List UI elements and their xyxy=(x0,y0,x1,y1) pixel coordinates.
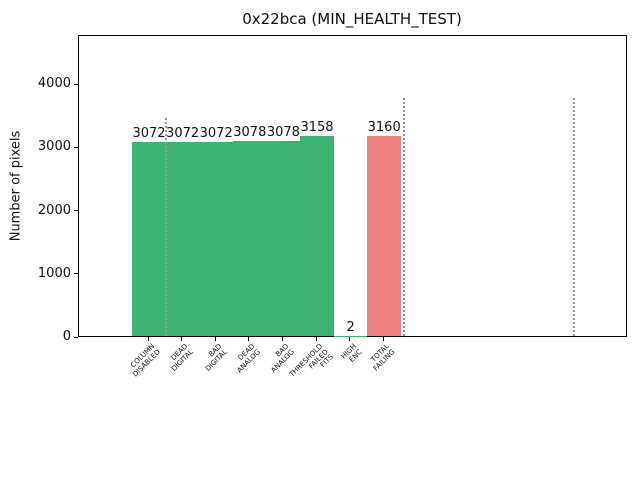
plot-area: 3072 3072 3072 3078 3078 3158 2 3160 xyxy=(78,35,627,337)
bar-value-label: 3160 xyxy=(367,120,401,136)
x-tick-label: TOTAL FAILING xyxy=(369,342,397,373)
y-tick-label: 3000 xyxy=(37,139,71,155)
bar-value-label: 3078 xyxy=(233,125,267,141)
category-separator-line xyxy=(573,98,575,336)
x-tick-label: COLUMN DISABLED xyxy=(128,342,162,379)
bar-value-label: 3078 xyxy=(266,125,300,141)
bar xyxy=(367,136,401,336)
x-tick-mark xyxy=(281,337,283,341)
x-tick-mark xyxy=(214,337,216,341)
y-tick-mark xyxy=(74,83,78,85)
x-tick-label: DEAD ANALOG xyxy=(235,342,263,375)
bar xyxy=(233,141,267,336)
x-tick-label: BAD DIGITAL xyxy=(203,342,229,373)
x-tick-label: THRESHOLD FAILED FITS xyxy=(287,342,335,379)
bar-value-label: 3072 xyxy=(132,125,166,141)
bar xyxy=(300,136,334,336)
x-tick-mark xyxy=(147,337,149,341)
y-tick-mark xyxy=(74,273,78,275)
x-tick-label: HIGH ENC xyxy=(339,342,363,364)
y-tick-label: 0 xyxy=(62,329,71,344)
x-tick-mark xyxy=(382,337,384,341)
x-tick-mark xyxy=(248,337,250,341)
bar-value-label: 3158 xyxy=(300,120,334,136)
bar-value-label: 3072 xyxy=(166,125,200,141)
category-separator-line xyxy=(403,98,405,336)
bar xyxy=(132,141,166,336)
x-tick-mark xyxy=(181,337,183,341)
bar xyxy=(199,141,233,336)
bar-value-label: 2 xyxy=(346,319,355,335)
bar xyxy=(266,141,301,336)
bar xyxy=(165,141,200,336)
y-tick-mark xyxy=(74,210,78,211)
x-tick-label: DEAD DIGITAL xyxy=(169,342,195,373)
category-separator-line xyxy=(165,118,167,336)
y-tick-mark xyxy=(74,336,78,338)
y-tick-mark xyxy=(74,146,78,148)
y-tick-label: 2000 xyxy=(37,202,71,218)
chart-title: 0x22bca (MIN_HEALTH_TEST) xyxy=(242,10,462,28)
x-tick-mark xyxy=(315,337,317,341)
bar-value-label: 3072 xyxy=(199,125,233,141)
y-tick-label: 1000 xyxy=(37,265,71,281)
x-tick-mark xyxy=(349,337,351,341)
y-tick-label: 4000 xyxy=(37,76,71,91)
